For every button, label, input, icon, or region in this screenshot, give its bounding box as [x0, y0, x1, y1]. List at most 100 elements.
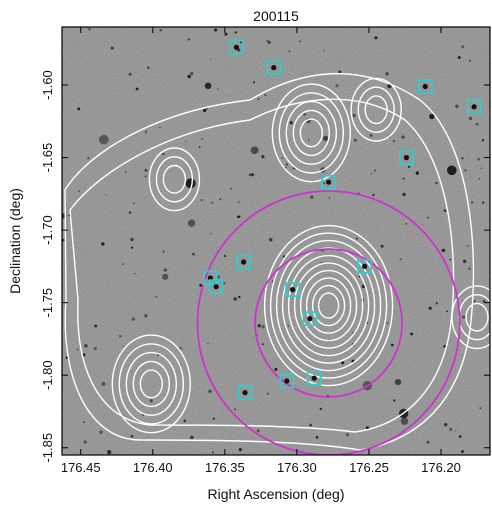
field-star	[309, 423, 312, 427]
field-star	[459, 435, 462, 438]
field-star	[372, 193, 375, 197]
field-star	[144, 314, 148, 318]
field-star	[256, 334, 259, 336]
field-star	[361, 284, 366, 289]
member-galaxy	[271, 65, 277, 71]
field-star	[77, 107, 81, 111]
field-star	[370, 172, 373, 175]
field-star	[99, 134, 109, 145]
member-galaxy	[326, 179, 332, 185]
field-star	[124, 171, 127, 174]
field-star	[133, 272, 136, 275]
field-star	[185, 140, 187, 142]
contour-level	[271, 83, 351, 183]
member-galaxy	[422, 83, 428, 90]
field-star	[250, 146, 259, 155]
member-galaxy	[207, 275, 213, 281]
member-galaxy	[233, 44, 239, 50]
field-star	[282, 255, 286, 258]
field-star	[323, 182, 326, 185]
field-star	[162, 250, 165, 253]
contour-level	[118, 343, 185, 425]
field-star	[192, 252, 195, 256]
field-star	[211, 201, 214, 204]
field-star	[122, 345, 125, 348]
field-star	[135, 87, 139, 91]
contour-level	[275, 239, 382, 372]
field-star	[99, 430, 103, 435]
field-star	[288, 50, 291, 53]
field-star	[230, 187, 233, 190]
field-star	[214, 28, 218, 32]
field-star	[335, 84, 339, 88]
field-star	[315, 435, 319, 439]
field-star	[399, 258, 402, 261]
field-star	[477, 157, 481, 161]
contour-level	[125, 351, 178, 416]
contour-level	[162, 164, 187, 194]
contour-level	[357, 86, 395, 133]
field-star	[163, 268, 167, 272]
field-star	[212, 417, 215, 420]
field-star	[219, 198, 222, 201]
density-contours	[64, 73, 490, 451]
field-star	[187, 74, 191, 79]
member-galaxy	[307, 316, 313, 322]
field-star	[261, 325, 265, 329]
field-star	[468, 116, 473, 121]
field-star	[84, 344, 88, 348]
field-star	[353, 138, 357, 142]
field-star	[101, 242, 105, 246]
field-star	[187, 219, 196, 227]
field-star	[211, 451, 214, 454]
member-galaxy	[362, 263, 368, 269]
contour-level	[278, 92, 344, 174]
field-star	[257, 324, 261, 328]
field-star	[248, 173, 252, 176]
field-star	[274, 367, 278, 371]
field-star	[435, 302, 438, 305]
field-star	[358, 275, 361, 278]
field-star	[380, 244, 384, 248]
field-star	[261, 155, 265, 159]
field-star	[393, 399, 396, 402]
field-star	[119, 335, 122, 338]
x-tick-label: 176.40	[133, 460, 173, 475]
contour-level	[287, 254, 370, 357]
field-star	[266, 392, 269, 395]
member-marker	[398, 150, 414, 166]
field-star	[285, 163, 288, 166]
contour-level	[285, 100, 337, 165]
field-star	[346, 433, 349, 437]
plot-title: 200115	[253, 8, 299, 24]
member-galaxy	[403, 155, 409, 161]
field-star	[369, 134, 373, 137]
field-star	[287, 325, 289, 327]
field-star	[224, 32, 228, 36]
y-tick-label: -1.80	[40, 360, 55, 390]
field-star	[428, 306, 432, 310]
field-star	[461, 45, 465, 49]
field-star	[233, 297, 237, 301]
field-star	[462, 259, 467, 263]
field-star	[356, 237, 358, 240]
contour-level	[317, 292, 340, 319]
field-star	[93, 346, 97, 351]
contour-level	[148, 147, 201, 212]
field-star	[429, 113, 435, 120]
y-axis-title: Declination (deg)	[7, 188, 23, 294]
field-star	[482, 201, 485, 204]
member-galaxy	[311, 375, 317, 381]
contour-level	[293, 262, 364, 349]
plot-area	[62, 27, 490, 455]
field-star	[374, 36, 378, 40]
field-star	[257, 98, 260, 100]
field-star	[352, 331, 354, 334]
field-star	[469, 59, 471, 62]
field-star	[77, 190, 80, 193]
field-star	[464, 169, 467, 172]
member-galaxy	[241, 259, 247, 265]
field-star	[190, 72, 194, 76]
field-star	[237, 215, 241, 219]
field-star	[105, 194, 108, 196]
